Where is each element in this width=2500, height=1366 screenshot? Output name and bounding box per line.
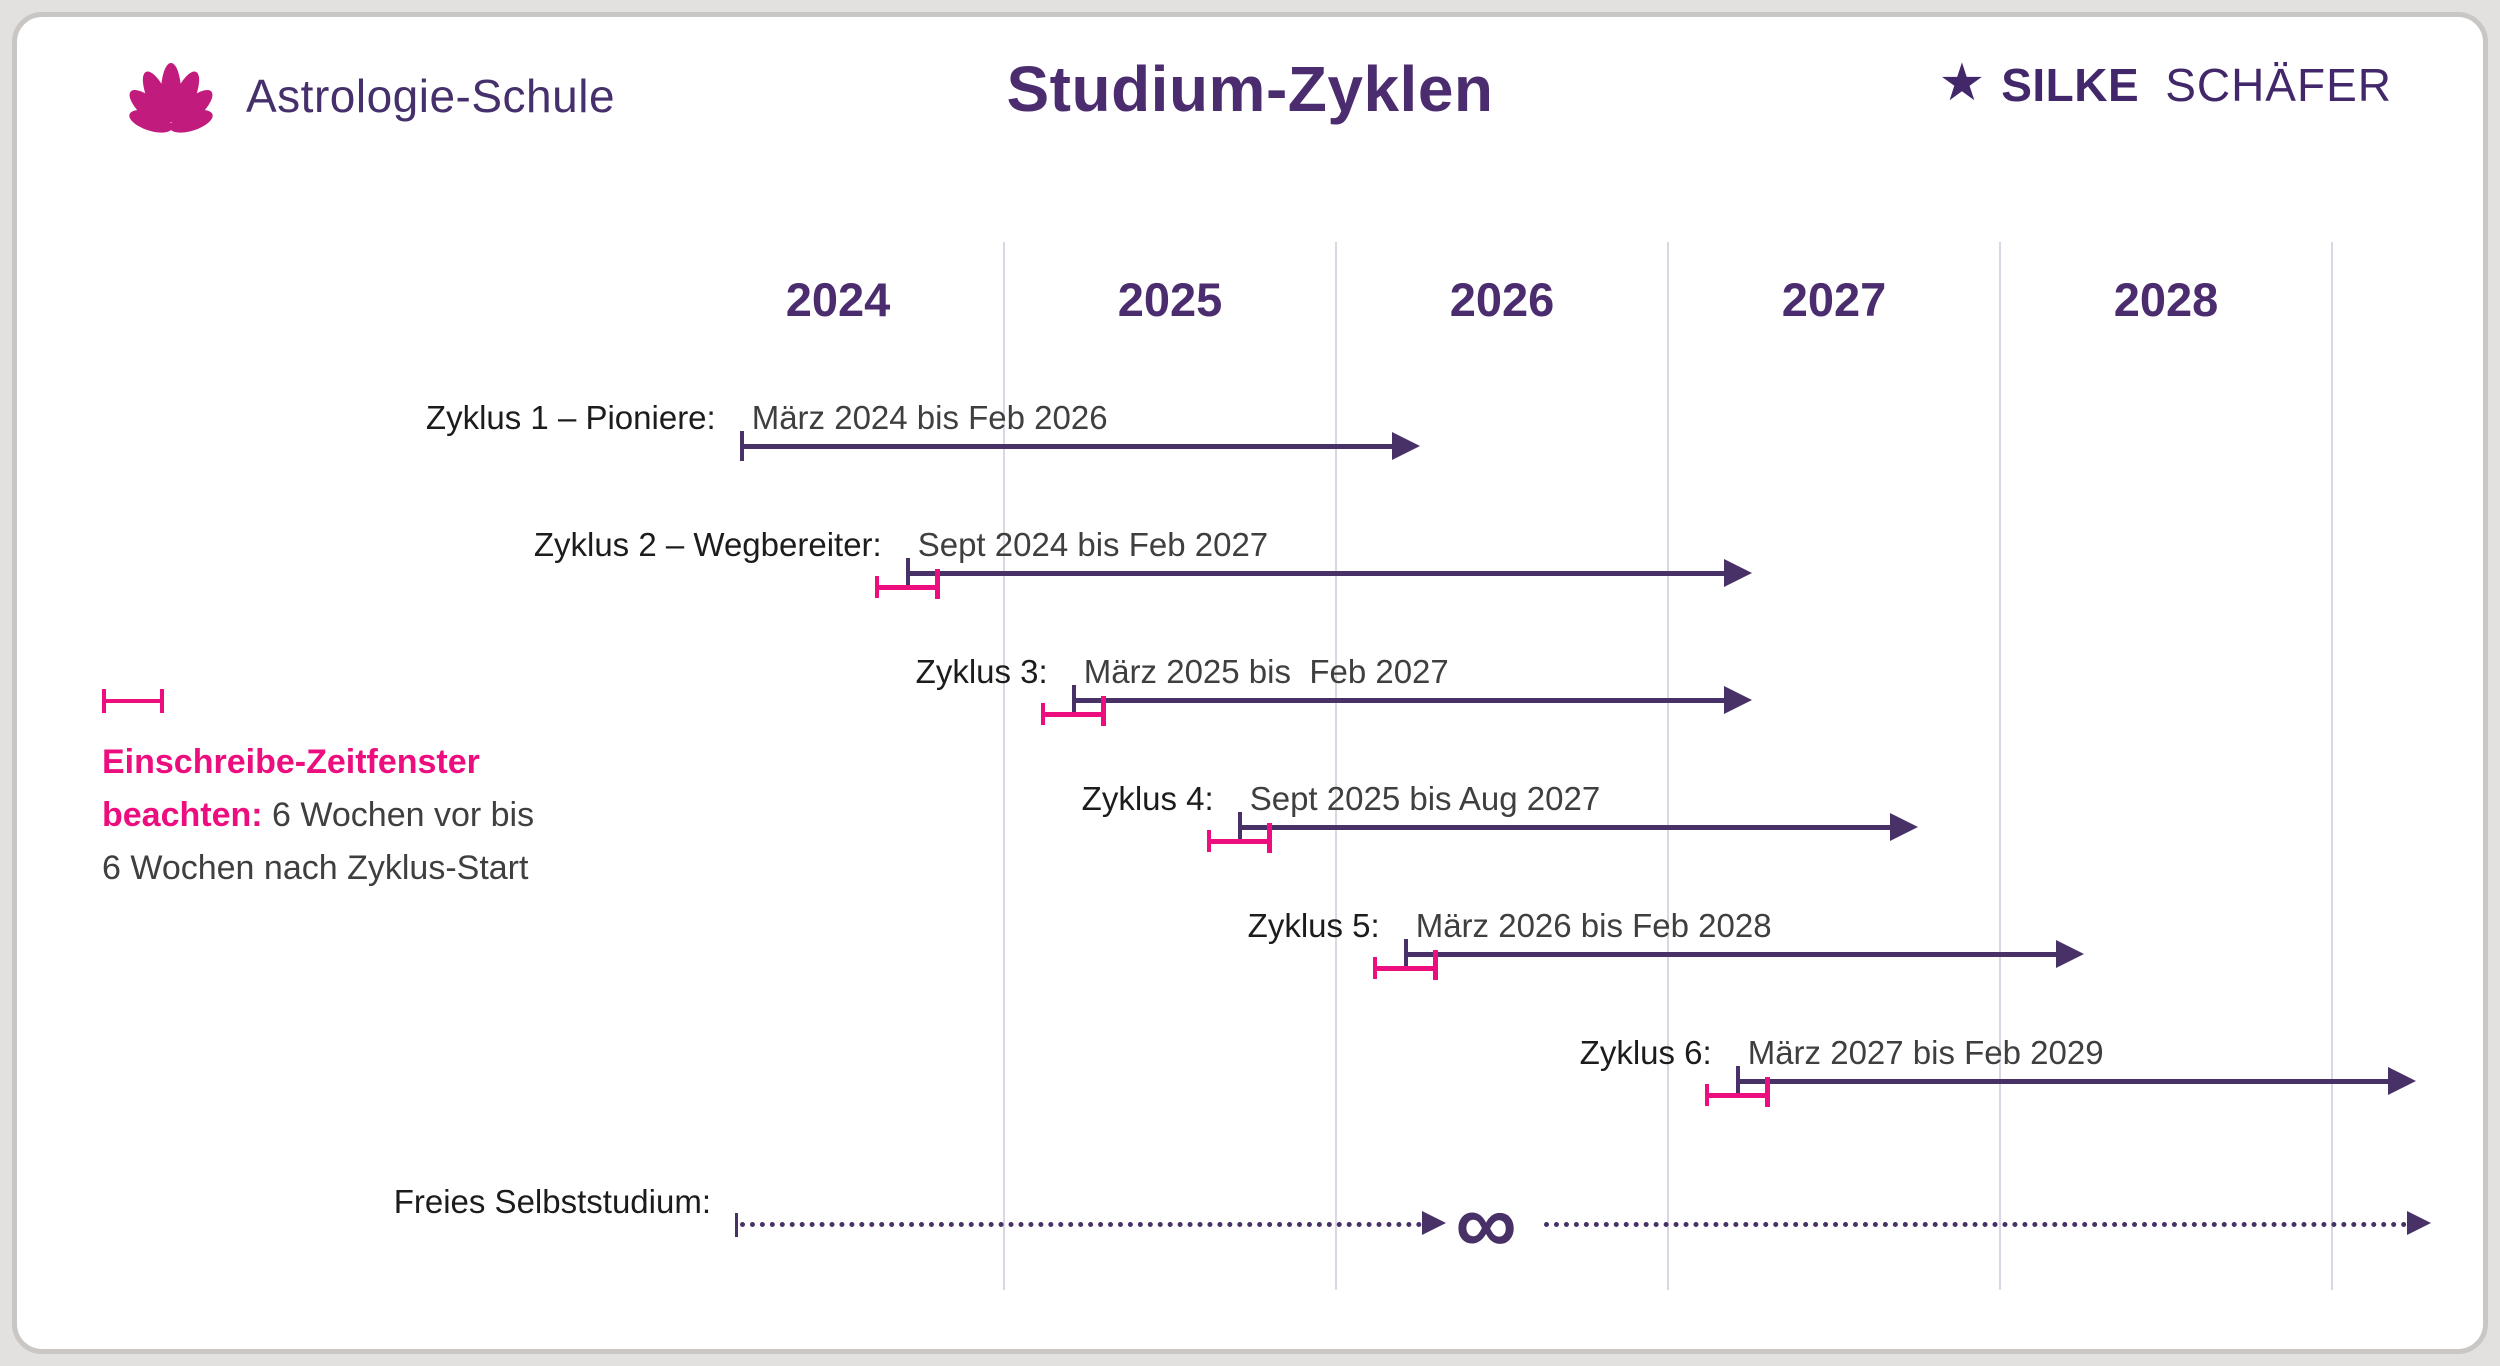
enrollment-window-left-tick — [1372, 957, 1377, 979]
star-icon: ★ — [1938, 54, 1986, 112]
cycle-dates: März 2027 bis Feb 2029 — [1747, 1034, 2104, 1071]
enrollment-legend: Einschreibe-Zeitfenster beachten: 6 Woch… — [102, 688, 534, 895]
enrollment-window-line — [877, 585, 938, 590]
enrollment-window-line — [1043, 712, 1104, 717]
legend-heading2: beachten: — [102, 796, 263, 834]
enrollment-window-left-tick — [1040, 703, 1045, 725]
cycle-label: Zyklus 6: — [1579, 1034, 1712, 1071]
year-gridline — [1667, 242, 1669, 1290]
legend-heading: Einschreibe-Zeitfenster — [102, 743, 480, 781]
self-study-label: Freies Selbststudium: — [393, 1183, 711, 1220]
cycle-arrow-line — [907, 571, 1725, 576]
enrollment-window-left-tick — [1704, 1084, 1709, 1106]
brand-left-label: Astrologie-Schule — [246, 70, 616, 122]
enrollment-window-right-tick — [1432, 950, 1438, 980]
enrollment-window-icon — [102, 688, 164, 714]
enrollment-window-right-tick — [1764, 1077, 1770, 1107]
cycle-arrowhead — [2056, 940, 2085, 968]
cycle-arrowhead — [1392, 432, 1421, 460]
cycle-arrow-line — [1073, 698, 1725, 703]
cycle-arrowhead — [2388, 1067, 2417, 1095]
brand-right-first-name: SILKE — [2001, 59, 2140, 111]
enrollment-window-line — [1707, 1093, 1768, 1098]
enrollment-window-right-tick — [1100, 696, 1106, 726]
self-study-arrowhead-1 — [1422, 1211, 1446, 1235]
brand-right-last-name: SCHÄFER — [2165, 59, 2392, 111]
year-gridline — [1999, 242, 2001, 1290]
cycle-dates: Sept 2024 bis Feb 2027 — [917, 526, 1269, 563]
cycle-dates: Sept 2025 bis Aug 2027 — [1249, 780, 1601, 817]
cycle-arrowhead — [1724, 686, 1753, 714]
cycle-label: Zyklus 4: — [1081, 780, 1214, 817]
cycle-arrow-line — [1737, 1079, 2389, 1084]
card-background — [12, 12, 2488, 1354]
brand-right: ★ SILKE SCHÄFER — [1938, 54, 2392, 112]
year-gridline — [1003, 242, 1005, 1290]
cycle-dates: März 2024 bis Feb 2026 — [751, 399, 1108, 436]
page-title: Studium-Zyklen — [1006, 53, 1494, 125]
year-label: 2028 — [2113, 273, 2219, 326]
year-gridline — [2331, 242, 2333, 1290]
cycle-arrow-line — [741, 444, 1393, 449]
cycle-arrow-line — [1405, 952, 2057, 957]
cycle-arrow-line — [1239, 825, 1891, 830]
cycle-label: Zyklus 2 – Wegbereiter: — [533, 526, 882, 563]
brand-left: Astrologie-Schule — [112, 50, 615, 142]
cycle-dates: März 2026 bis Feb 2028 — [1415, 907, 1772, 944]
enrollment-legend-text: Einschreibe-Zeitfenster beachten: 6 Woch… — [102, 736, 534, 895]
year-label: 2025 — [1117, 273, 1223, 326]
enrollment-window-left-tick — [1206, 830, 1211, 852]
cycle-arrowhead — [1724, 559, 1753, 587]
self-study-start-tick — [735, 1213, 738, 1237]
enrollment-window-line — [1209, 839, 1270, 844]
lotus-icon — [129, 62, 213, 133]
legend-body3: 6 Wochen nach Zyklus-Start — [102, 849, 529, 887]
self-study-dotted-line-1 — [740, 1222, 1422, 1227]
self-study-dotted-line-2 — [1544, 1222, 2407, 1227]
enrollment-window-right-tick — [1266, 823, 1272, 853]
year-label: 2026 — [1449, 273, 1555, 326]
self-study-arrowhead-2 — [2407, 1211, 2431, 1235]
enrollment-window-line — [1375, 966, 1436, 971]
enrollment-window-right-tick — [934, 569, 940, 599]
cycle-dates: März 2025 bis Feb 2027 — [1083, 653, 1449, 690]
cycle-label: Zyklus 3: — [915, 653, 1048, 690]
cycle-label: Zyklus 5: — [1247, 907, 1380, 944]
cycle-label: Zyklus 1 – Pioniere: — [425, 399, 716, 436]
enrollment-window-left-tick — [874, 576, 879, 598]
year-label: 2027 — [1781, 273, 1887, 326]
cycle-arrowhead — [1890, 813, 1919, 841]
legend-body2: 6 Wochen vor bis — [262, 796, 535, 834]
year-label: 2024 — [785, 273, 891, 326]
year-gridline — [1335, 242, 1337, 1290]
